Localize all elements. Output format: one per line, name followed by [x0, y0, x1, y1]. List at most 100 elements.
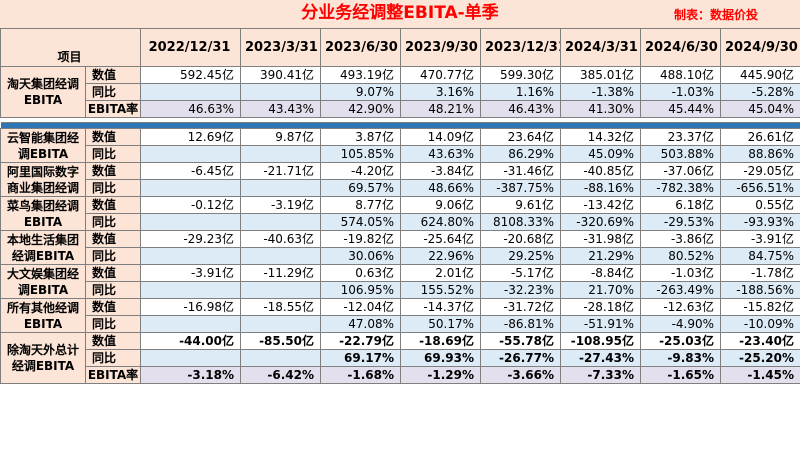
table-cell: 45.04% — [720, 100, 800, 118]
table-cell: 503.88% — [640, 145, 722, 163]
table-cell: -55.78亿 — [480, 332, 562, 350]
table-cell: 9.61亿 — [480, 196, 562, 214]
metric-label: 同比 — [84, 247, 142, 265]
table-cell: 48.66% — [400, 179, 482, 197]
table-cell: 1.16% — [480, 83, 562, 101]
table-cell: 9.07% — [320, 83, 402, 101]
metric-label: 数值 — [84, 162, 142, 180]
table-cell: 2.01亿 — [400, 264, 482, 282]
table-cell: 155.52% — [400, 281, 482, 299]
table-cell: 8.77亿 — [320, 196, 402, 214]
table-cell: 47.08% — [320, 315, 402, 333]
metric-label: 同比 — [84, 83, 142, 101]
table-row: 本地生活集团经调EBITA 数值 -29.23亿 -40.63亿 -19.82亿 -25.… — [0, 230, 800, 265]
table-cell: 6.18亿 — [640, 196, 722, 214]
metric-label: 数值 — [84, 196, 142, 214]
table-cell: 42.90% — [320, 100, 402, 118]
table-cell: -44.00亿 — [140, 332, 242, 350]
segment-label: 阿里国际数字商业集团经调 — [0, 162, 86, 197]
table-cell: -1.65% — [640, 366, 722, 384]
table-cell: 86.29% — [480, 145, 562, 163]
table-cell: -188.56% — [720, 281, 800, 299]
segment-label: 大文娱集团经调EBITA — [0, 264, 86, 299]
section-gap-cell — [0, 117, 800, 123]
table-cell: -29.05亿 — [720, 162, 800, 180]
table-cell: 29.25% — [480, 247, 562, 265]
table-cell: -1.29% — [400, 366, 482, 384]
table-cell: 624.80% — [400, 213, 482, 231]
table-cell: -3.18% — [140, 366, 242, 384]
table-cell: 22.96% — [400, 247, 482, 265]
corner-label: 项目 — [0, 28, 142, 67]
table-cell — [140, 281, 242, 299]
table-cell: -29.53% — [640, 213, 722, 231]
table-cell: 8108.33% — [480, 213, 562, 231]
table-cell — [140, 145, 242, 163]
column-header: 2023/3/31 — [240, 28, 322, 67]
table-cell: -1.68% — [320, 366, 402, 384]
table-cell: -5.28% — [720, 83, 800, 101]
table-row: EBITA率 46.63% 43.43% 42.90% 48.21% 46.43% 41.3… — [1, 100, 800, 118]
table-cell: 69.17% — [320, 349, 402, 367]
segment-label: 淘天集团经调EBITA — [0, 66, 86, 118]
metric-label: 同比 — [84, 349, 142, 367]
table-cell: 9.87亿 — [240, 128, 322, 146]
table-cell: 50.17% — [400, 315, 482, 333]
table-cell: -1.03% — [640, 83, 722, 101]
table-cell: -25.03亿 — [640, 332, 722, 350]
table-row: 阿里国际数字商业集团经调 数值 -6.45亿 -21.71亿 -4.20亿 -3.84亿 -… — [0, 162, 800, 197]
table-row: 同比 69.17% 69.93% -26.77% -27.43% -9.83% -25.20… — [1, 349, 800, 367]
table-cell: -3.66% — [480, 366, 562, 384]
table-cell — [140, 349, 242, 367]
table-cell: -387.75% — [480, 179, 562, 197]
table-cell: -0.12亿 — [140, 196, 242, 214]
column-header: 2024/3/31 — [560, 28, 642, 67]
table-cell: -26.77% — [480, 349, 562, 367]
column-header: 2023/12/31 — [480, 28, 562, 67]
metric-label: 数值 — [84, 230, 142, 248]
column-header: 2023/9/30 — [400, 28, 482, 67]
table-cell: 23.37亿 — [640, 128, 722, 146]
table-cell: -6.42% — [240, 366, 322, 384]
table-cell: -1.38% — [560, 83, 642, 101]
table-cell: 43.63% — [400, 145, 482, 163]
metric-label: EBITA率 — [84, 366, 142, 384]
table-cell: -31.98亿 — [560, 230, 642, 248]
table-row: 同比 30.06% 22.96% 29.25% 21.29% 80.52% 84.75% — [1, 247, 800, 265]
metric-label: 同比 — [84, 315, 142, 333]
metric-label: 数值 — [84, 298, 142, 316]
segment-label: 菜鸟集团经调EBITA — [0, 196, 86, 231]
table-row: 云智能集团经调EBITA 数值 12.69亿 9.87亿 3.87亿 14.09亿 23.6… — [0, 128, 800, 163]
table-cell: 470.77亿 — [400, 66, 482, 84]
table-cell — [240, 213, 322, 231]
table-cell — [240, 315, 322, 333]
table-cell: -656.51% — [720, 179, 800, 197]
table-cell: -16.98亿 — [140, 298, 242, 316]
table-cell: 69.93% — [400, 349, 482, 367]
table-cell: -12.04亿 — [320, 298, 402, 316]
table-row: 同比 9.07% 3.16% 1.16% -1.38% -1.03% -5.28% — [1, 83, 800, 101]
table-cell: 0.63亿 — [320, 264, 402, 282]
table-cell: -4.90% — [640, 315, 722, 333]
table-cell: -3.91亿 — [720, 230, 800, 248]
table-cell: -51.91% — [560, 315, 642, 333]
table-cell: -86.81% — [480, 315, 562, 333]
page-title: 分业务经调整EBITA-单季 — [301, 3, 499, 23]
table-cell: -13.42亿 — [560, 196, 642, 214]
table-cell: -4.20亿 — [320, 162, 402, 180]
metric-label: EBITA率 — [84, 100, 142, 118]
table-cell: 43.43% — [240, 100, 322, 118]
title-bar — [0, 0, 800, 28]
table-row: 淘天集团经调EBITA 数值 592.45亿 390.41亿 493.19亿 470.77… — [0, 66, 800, 118]
table-cell — [140, 247, 242, 265]
segment-label: 本地生活集团经调EBITA — [0, 230, 86, 265]
table-cell: 106.95% — [320, 281, 402, 299]
table-cell: -85.50亿 — [240, 332, 322, 350]
column-header-row: 项目 2022/12/31 2023/3/31 2023/6/30 2023/9… — [0, 28, 800, 67]
table-cell — [140, 315, 242, 333]
table-cell: 385.01亿 — [560, 66, 642, 84]
table-cell — [240, 349, 322, 367]
table-cell: -88.16% — [560, 179, 642, 197]
table-cell: -108.95亿 — [560, 332, 642, 350]
table-cell: -1.03亿 — [640, 264, 722, 282]
